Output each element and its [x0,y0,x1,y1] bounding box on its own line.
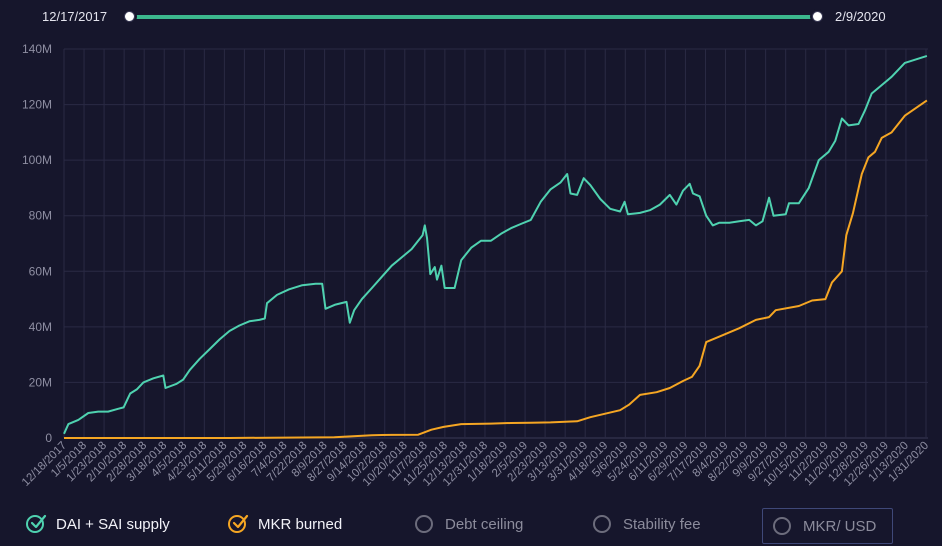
empty-circle-icon [593,515,611,533]
y-tick-label: 80M [29,209,52,223]
legend-label: Debt ceiling [445,515,524,533]
legend-item-debt-ceiling[interactable]: Debt ceiling [415,506,523,542]
y-tick-label: 0 [45,431,52,445]
series-line-mkr-burned [64,99,928,439]
y-tick-label: 120M [22,98,52,112]
y-tick-label: 140M [22,42,52,56]
series-line-dai-sai-supply [63,54,928,435]
legend: DAI + SAI supply MKR burned Debt ceiling… [0,506,942,546]
y-tick-label: 20M [29,375,52,389]
y-tick-label: 60M [29,264,52,278]
empty-circle-icon [773,517,791,535]
check-circle-icon [228,514,249,533]
legend-label: DAI + SAI supply [56,515,170,533]
legend-label: Stability fee [623,515,701,533]
legend-item-mkr-burned[interactable]: MKR burned [228,506,342,542]
legend-item-mkr-usd[interactable]: MKR/ USD [762,508,894,544]
legend-item-dai-sai-supply[interactable]: DAI + SAI supply [26,506,170,542]
legend-label: MKR burned [258,515,343,533]
range-end-label: 2/9/2020 [835,9,886,24]
empty-circle-icon [415,515,433,533]
legend-item-stability-fee[interactable]: Stability fee [593,506,701,542]
legend-label: MKR/ USD [803,517,877,535]
y-tick-label: 40M [29,320,52,334]
date-range-slider: 12/17/2017 2/9/2020 [0,0,942,36]
check-circle-icon [26,514,47,533]
y-tick-label: 100M [22,153,52,167]
range-start-handle[interactable] [124,11,135,22]
range-end-handle[interactable] [812,11,823,22]
range-track[interactable] [129,15,818,19]
range-start-label: 12/17/2017 [42,9,108,24]
